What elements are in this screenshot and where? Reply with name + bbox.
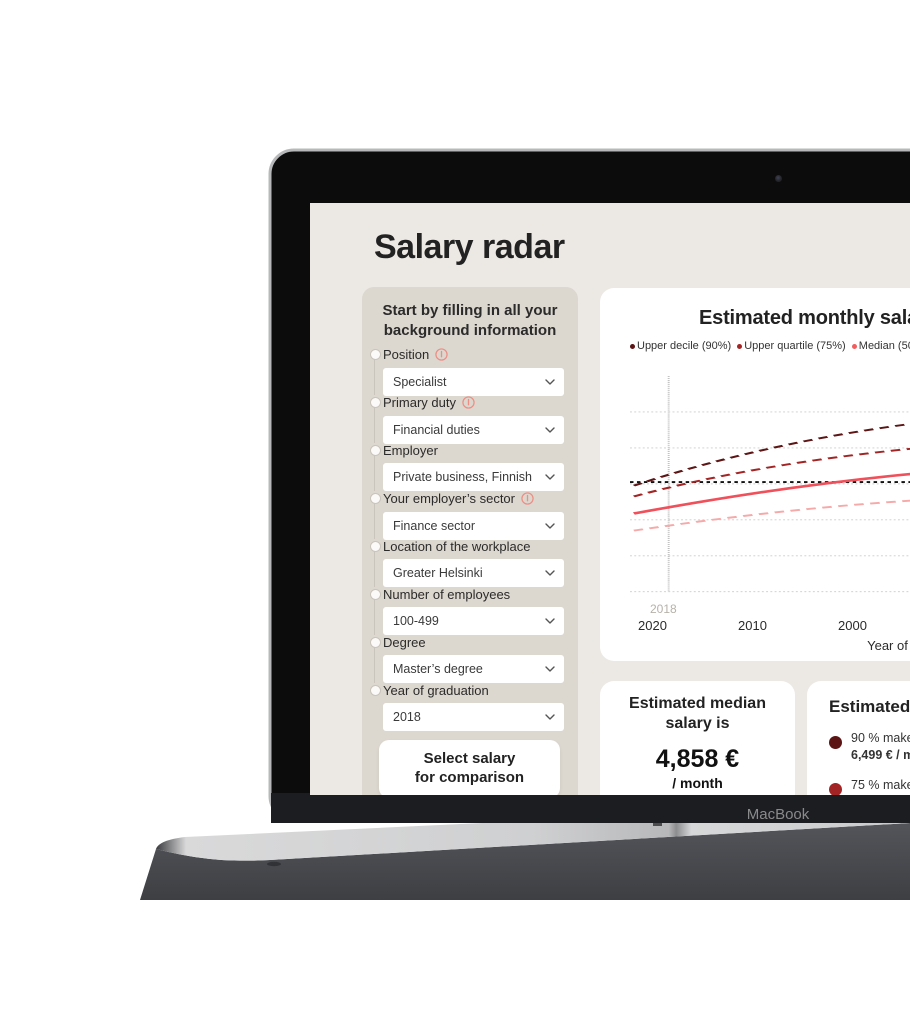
svg-text:MacBook: MacBook	[747, 806, 810, 823]
